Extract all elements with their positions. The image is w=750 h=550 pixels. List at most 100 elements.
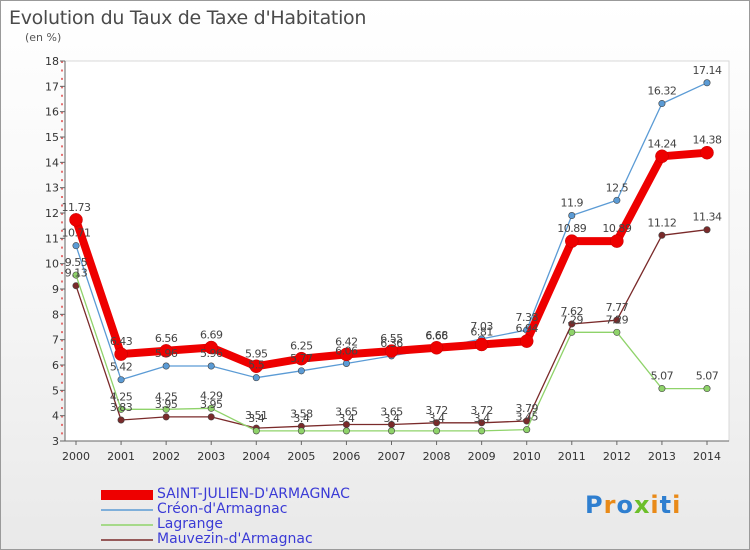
data-label: 3.72 [470, 404, 493, 417]
data-label: 7.62 [561, 305, 584, 318]
x-tick-label: 2013 [648, 450, 676, 463]
legend-item-mauvezin: Mauvezin-d'Armagnac [101, 532, 350, 547]
data-label: 11.12 [647, 216, 676, 229]
x-tick-label: 2001 [107, 450, 135, 463]
y-tick-label: 16 [45, 106, 59, 119]
data-point [658, 231, 666, 239]
data-point [433, 427, 441, 435]
data-label: 3.4 [384, 412, 400, 425]
data-label: 3.4 [338, 412, 354, 425]
data-point [252, 427, 260, 435]
data-point [703, 226, 711, 234]
data-point [568, 212, 576, 220]
proxiti-logo: Proxiti [585, 491, 682, 519]
y-tick-label: 6 [52, 359, 59, 372]
data-point [297, 427, 305, 435]
data-point [207, 362, 215, 370]
data-label: 16.32 [647, 85, 676, 98]
data-point [162, 405, 170, 413]
data-label: 14.24 [647, 137, 676, 150]
data-point [613, 196, 621, 204]
data-label: 5.07 [696, 370, 719, 383]
y-tick-label: 4 [52, 410, 59, 423]
data-point [72, 242, 80, 250]
data-label: 4.25 [110, 390, 133, 403]
data-label: 6.68 [425, 329, 448, 342]
data-label: 3.95 [155, 398, 178, 411]
legend-swatch-mauvezin [101, 538, 153, 541]
data-point [613, 316, 621, 324]
data-label: 11.73 [62, 201, 91, 214]
data-point [117, 376, 125, 384]
data-point [568, 320, 576, 328]
data-label: 5.5 [248, 359, 264, 372]
line-chart: 3 4 5 6 7 8 9 10 11 12 13 14 15 16 17 18 2000 2001 2002 200… [45, 55, 730, 463]
data-point [162, 362, 170, 370]
y-tick-label: 11 [45, 232, 59, 245]
y-tick-label: 8 [52, 308, 59, 321]
data-label: 14.38 [693, 134, 722, 147]
data-point [703, 79, 711, 87]
data-label: 7.29 [561, 313, 584, 326]
data-point [384, 344, 399, 358]
data-point [478, 427, 486, 435]
y-axis-unit: (en %) [25, 31, 62, 44]
data-label: 3.79 [515, 402, 538, 415]
data-point [207, 413, 215, 421]
data-label: 4.29 [200, 389, 223, 402]
data-label: 10.71 [62, 227, 91, 240]
x-tick-label: 2012 [603, 450, 631, 463]
data-label: 3.65 [380, 406, 403, 419]
data-label: 5.96 [200, 347, 223, 360]
data-label: 6.66 [425, 329, 448, 342]
data-point [474, 337, 489, 352]
data-label: 9.13 [65, 267, 88, 280]
data-point [613, 328, 621, 336]
data-point [114, 347, 128, 361]
data-point [72, 271, 80, 279]
data-point [433, 419, 441, 427]
data-label: 11.9 [561, 197, 584, 210]
data-label: 10.89 [557, 222, 586, 235]
data-point [523, 417, 531, 425]
data-label: 17.14 [693, 64, 722, 77]
data-point [610, 234, 624, 248]
plot-area [64, 60, 730, 442]
y-tick-label: 7 [52, 334, 59, 347]
x-tick-label: 2002 [152, 450, 180, 463]
data-point [523, 426, 531, 434]
data-label: 3.58 [290, 407, 313, 420]
data-point [519, 334, 534, 348]
data-label: 6.56 [155, 332, 178, 345]
data-label: 6.81 [470, 325, 493, 338]
data-point [568, 328, 576, 336]
data-label: 11.34 [693, 211, 722, 224]
x-tick-label: 2009 [468, 450, 496, 463]
data-label: 6.69 [200, 329, 223, 342]
chart-title: Evolution du Taux de Taxe d'Habitation [9, 7, 367, 29]
data-label: 9.55 [65, 256, 88, 269]
y-tick-label: 14 [45, 156, 59, 169]
y-tick-label: 3 [52, 435, 59, 448]
data-point [117, 405, 125, 413]
data-point [252, 374, 260, 382]
data-label: 6.36 [380, 337, 403, 350]
legend-label: Mauvezin-d'Armagnac [157, 531, 313, 547]
x-tick-label: 2004 [242, 450, 270, 463]
data-point [204, 340, 218, 355]
x-tick-label: 2003 [197, 450, 225, 463]
x-tick-label: 2000 [62, 450, 90, 463]
data-point [294, 351, 309, 366]
x-tick-label: 2008 [423, 450, 451, 463]
y-tick-label: 15 [45, 131, 59, 144]
data-label: 3.4 [429, 412, 445, 425]
y-tick-label: 17 [45, 80, 59, 93]
data-point [249, 359, 264, 374]
data-label: 5.95 [245, 347, 268, 360]
data-label: 3.4 [474, 412, 490, 425]
data-point [429, 341, 444, 355]
data-label: 3.45 [515, 411, 538, 424]
y-tick-label: 10 [45, 258, 59, 271]
data-label: 4.25 [155, 390, 178, 403]
